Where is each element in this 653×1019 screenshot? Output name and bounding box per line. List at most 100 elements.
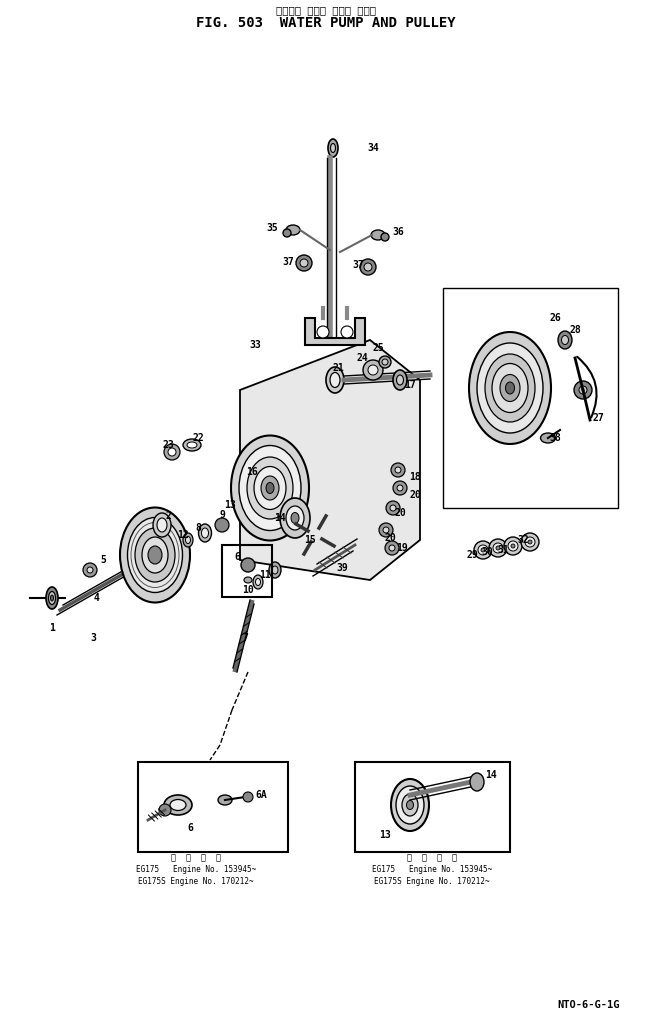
Ellipse shape <box>157 518 167 532</box>
Circle shape <box>390 505 396 511</box>
Circle shape <box>168 448 176 455</box>
Polygon shape <box>305 318 365 345</box>
Text: 5: 5 <box>100 555 106 565</box>
Ellipse shape <box>254 467 286 510</box>
Ellipse shape <box>396 786 424 824</box>
Ellipse shape <box>148 546 162 564</box>
Ellipse shape <box>402 794 418 816</box>
Text: 26: 26 <box>549 313 561 323</box>
Text: EG175S Engine No. 170212~: EG175S Engine No. 170212~ <box>138 877 254 887</box>
Ellipse shape <box>477 343 543 433</box>
Circle shape <box>300 259 308 267</box>
Ellipse shape <box>48 591 56 604</box>
Circle shape <box>391 463 405 477</box>
Circle shape <box>363 360 383 380</box>
Ellipse shape <box>255 579 261 586</box>
Ellipse shape <box>244 577 252 583</box>
Ellipse shape <box>469 332 551 444</box>
Circle shape <box>87 567 93 573</box>
Ellipse shape <box>170 800 186 810</box>
Text: 25: 25 <box>372 343 384 353</box>
Text: 33: 33 <box>249 340 261 350</box>
Text: 17: 17 <box>404 380 416 390</box>
Ellipse shape <box>286 225 300 235</box>
Text: 16: 16 <box>246 467 258 477</box>
Text: 14: 14 <box>274 513 286 523</box>
Ellipse shape <box>135 528 175 582</box>
Ellipse shape <box>371 230 385 240</box>
Polygon shape <box>240 340 420 580</box>
Text: 適  用  号  数: 適 用 号 数 <box>407 854 457 862</box>
Ellipse shape <box>500 375 520 401</box>
Ellipse shape <box>46 587 58 609</box>
Circle shape <box>493 543 503 553</box>
Text: 1: 1 <box>49 623 55 633</box>
Ellipse shape <box>120 507 190 602</box>
Ellipse shape <box>199 524 212 542</box>
Text: 4: 4 <box>94 593 100 603</box>
Text: 14: 14 <box>485 770 497 780</box>
Circle shape <box>241 558 255 572</box>
Ellipse shape <box>328 139 338 157</box>
Text: 3: 3 <box>90 633 96 643</box>
Text: 適  用  号  数: 適 用 号 数 <box>171 854 221 862</box>
Text: 11: 11 <box>259 570 271 580</box>
Circle shape <box>481 548 485 552</box>
Ellipse shape <box>492 364 528 413</box>
Ellipse shape <box>239 445 301 531</box>
Ellipse shape <box>218 795 232 805</box>
Text: 36: 36 <box>392 227 404 237</box>
Text: 24: 24 <box>356 353 368 363</box>
Circle shape <box>525 537 535 547</box>
Ellipse shape <box>393 370 407 390</box>
Circle shape <box>478 545 488 555</box>
Bar <box>222 545 272 597</box>
Ellipse shape <box>164 795 192 815</box>
Ellipse shape <box>330 144 336 153</box>
Ellipse shape <box>391 779 429 832</box>
Text: EG175   Engine No. 153945~: EG175 Engine No. 153945~ <box>136 865 256 874</box>
Ellipse shape <box>183 439 201 451</box>
Ellipse shape <box>253 575 263 589</box>
Text: 20: 20 <box>394 508 406 518</box>
Text: 7: 7 <box>242 633 248 643</box>
Circle shape <box>574 381 592 399</box>
Bar <box>355 762 510 852</box>
Ellipse shape <box>505 382 515 394</box>
Ellipse shape <box>382 359 388 365</box>
Circle shape <box>386 501 400 515</box>
Circle shape <box>474 541 492 559</box>
Text: 35: 35 <box>266 223 278 233</box>
Circle shape <box>389 545 395 551</box>
Circle shape <box>579 386 587 394</box>
Text: 6: 6 <box>187 823 193 833</box>
Text: NTO-6-G-1G: NTO-6-G-1G <box>558 1000 620 1010</box>
Circle shape <box>159 804 171 816</box>
Ellipse shape <box>286 506 304 530</box>
Circle shape <box>243 792 253 802</box>
Ellipse shape <box>326 367 344 393</box>
Ellipse shape <box>187 442 197 448</box>
Circle shape <box>383 527 389 533</box>
Ellipse shape <box>127 518 182 592</box>
Ellipse shape <box>381 233 389 242</box>
Text: 30: 30 <box>481 547 493 557</box>
Circle shape <box>83 564 97 577</box>
Ellipse shape <box>231 435 309 540</box>
Bar <box>138 762 288 852</box>
Circle shape <box>397 485 403 491</box>
Text: ウォータ ポンプ および プーリ: ウォータ ポンプ および プーリ <box>276 5 376 15</box>
Circle shape <box>508 541 518 551</box>
Text: 15: 15 <box>304 535 316 545</box>
Text: 37: 37 <box>282 257 294 267</box>
Text: FIG. 503  WATER PUMP AND PULLEY: FIG. 503 WATER PUMP AND PULLEY <box>196 16 456 30</box>
Circle shape <box>379 523 393 537</box>
Circle shape <box>364 263 372 271</box>
Text: 28: 28 <box>569 325 581 335</box>
Text: 20: 20 <box>384 533 396 543</box>
Ellipse shape <box>142 537 168 573</box>
Ellipse shape <box>485 354 535 422</box>
Ellipse shape <box>407 801 413 809</box>
Circle shape <box>296 255 312 271</box>
Circle shape <box>521 533 539 551</box>
